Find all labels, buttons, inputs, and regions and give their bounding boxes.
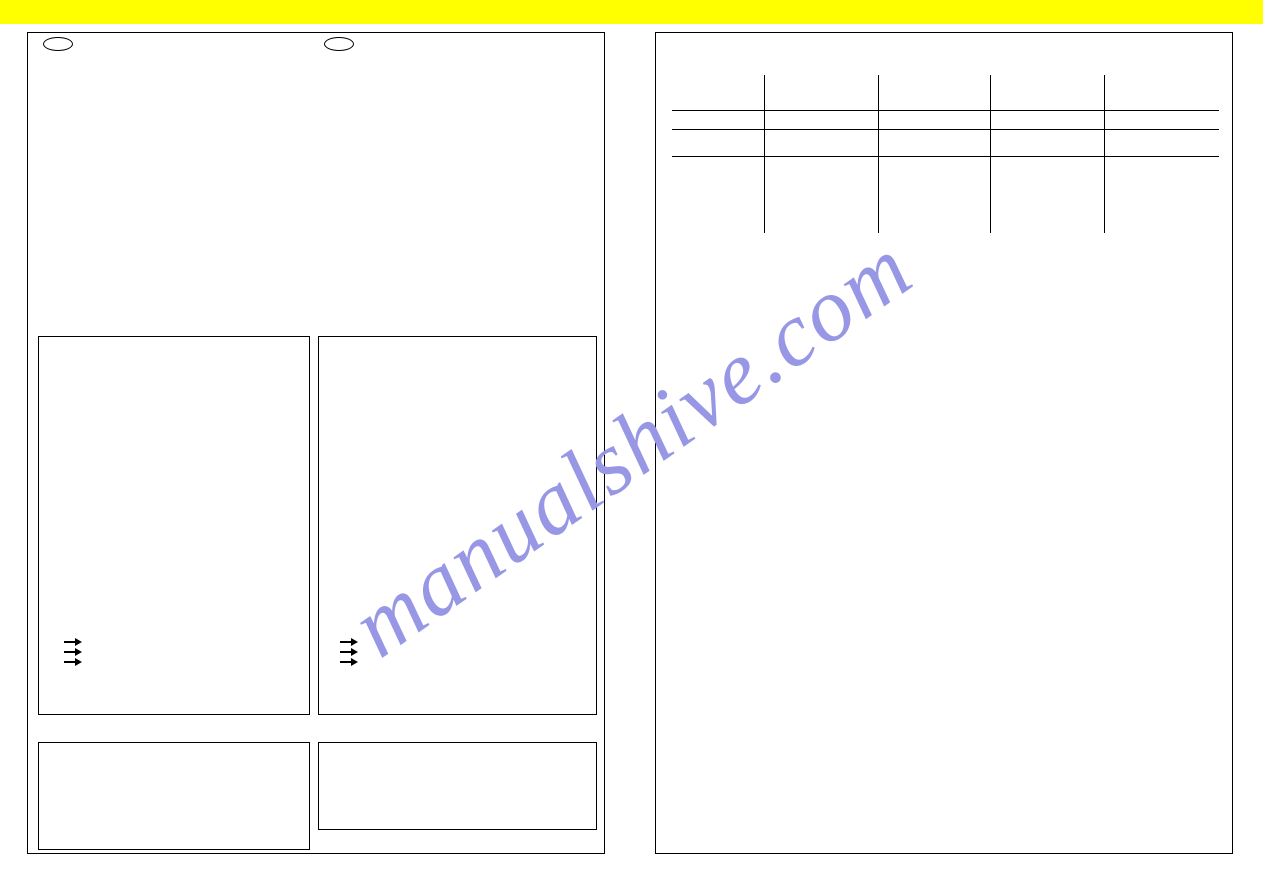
- right-panel: [655, 32, 1233, 854]
- table-col-line: [1104, 75, 1105, 233]
- table-row-line: [672, 110, 1219, 111]
- arrow-right-icon: [340, 638, 358, 646]
- table-row-line: [672, 156, 1219, 157]
- table-col-line: [764, 75, 765, 233]
- arrow-right-icon: [64, 648, 82, 656]
- content-box-top-right: [318, 336, 597, 715]
- arrow-stack-icon: [64, 638, 82, 666]
- arrow-right-icon: [340, 648, 358, 656]
- content-box-bottom-left: [38, 742, 310, 850]
- table-col-line: [878, 75, 879, 233]
- arrow-stack-icon: [340, 638, 358, 666]
- arrow-right-icon: [340, 658, 358, 666]
- table-col-line: [990, 75, 991, 233]
- top-bar: [0, 0, 1263, 24]
- content-box-top-left: [38, 336, 310, 715]
- content-box-bottom-right: [318, 742, 597, 830]
- arrow-right-icon: [64, 658, 82, 666]
- ring-binder-hole: [324, 37, 354, 51]
- left-panel: [27, 32, 605, 854]
- ring-binder-hole: [43, 37, 73, 51]
- table-row-line: [672, 129, 1219, 130]
- arrow-right-icon: [64, 638, 82, 646]
